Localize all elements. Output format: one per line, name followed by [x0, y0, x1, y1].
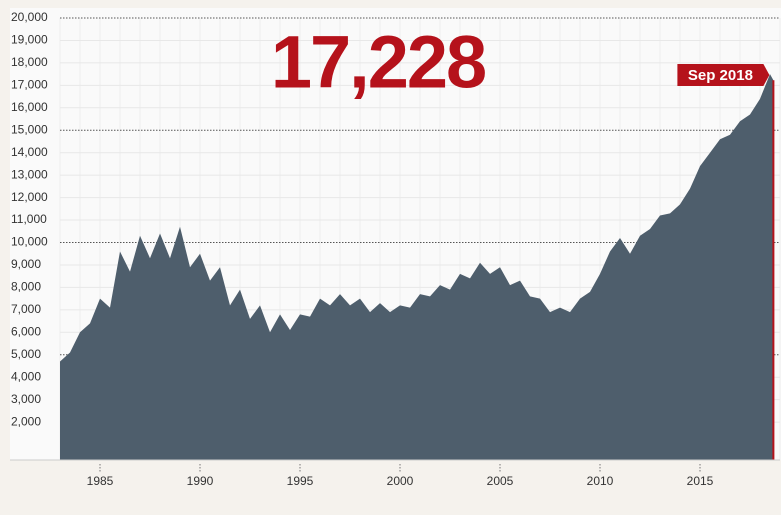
- y-tick-label: 16,000: [11, 100, 48, 114]
- y-tick-label: 8,000: [11, 280, 41, 294]
- y-tick-label: 7,000: [11, 302, 41, 316]
- y-tick-label: 20,000: [11, 10, 48, 24]
- x-tick-label: 2005: [487, 474, 514, 488]
- y-tick-label: 10,000: [11, 235, 48, 249]
- y-tick-label: 2,000: [11, 414, 41, 428]
- y-tick-label: 18,000: [11, 55, 48, 69]
- x-tick-label: 1985: [87, 474, 114, 488]
- area: [60, 74, 774, 460]
- bottom-band: [0, 461, 781, 515]
- y-tick-label: 17,000: [11, 78, 48, 92]
- end-label: Sep 2018: [688, 67, 753, 84]
- y-tick-label: 4,000: [11, 369, 41, 383]
- y-tick-label: 5,000: [11, 347, 41, 361]
- x-tick-label: 2015: [687, 474, 714, 488]
- headline: 17,228: [271, 21, 485, 104]
- y-tick-label: 12,000: [11, 190, 48, 204]
- y-tick-label: 14,000: [11, 145, 48, 159]
- y-tick-label: 15,000: [11, 122, 48, 136]
- y-tick-label: 9,000: [11, 257, 41, 271]
- x-tick-label: 1995: [287, 474, 314, 488]
- y-tick-label: 19,000: [11, 33, 48, 47]
- end-label-box: [677, 64, 770, 86]
- x-tick-label: 2000: [387, 474, 414, 488]
- x-tick-label: 2010: [587, 474, 614, 488]
- y-tick-label: 11,000: [11, 212, 47, 226]
- y-tick-label: 3,000: [11, 392, 41, 406]
- x-tick-label: 1990: [187, 474, 214, 488]
- y-tick-label: 6,000: [11, 324, 41, 338]
- y-tick-label: 13,000: [11, 167, 48, 181]
